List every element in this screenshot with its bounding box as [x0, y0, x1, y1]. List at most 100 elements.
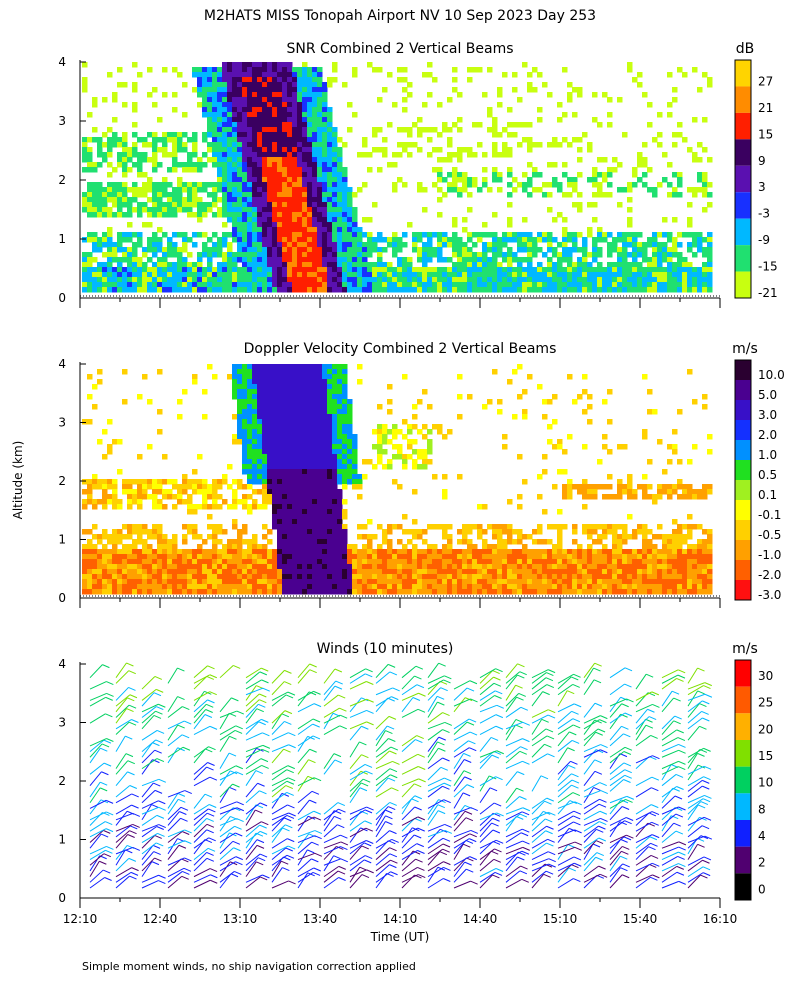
- heatmap-cell: [307, 87, 313, 93]
- heatmap-cell: [547, 287, 553, 293]
- heatmap-cell: [497, 589, 503, 595]
- heatmap-cell: [417, 232, 423, 238]
- heatmap-cell: [672, 272, 678, 278]
- heatmap-cell: [287, 554, 293, 560]
- heatmap-cell: [442, 559, 448, 565]
- heatmap-cell: [147, 549, 153, 555]
- heatmap-cell: [452, 549, 458, 555]
- heatmap-cell: [382, 147, 388, 153]
- heatmap-cell: [212, 574, 218, 580]
- heatmap-cell: [472, 589, 478, 595]
- heatmap-cell: [372, 579, 378, 585]
- heatmap-cell: [247, 102, 253, 108]
- heatmap-cell: [467, 574, 473, 580]
- heatmap-cell: [482, 559, 488, 565]
- heatmap-cell: [222, 574, 228, 580]
- heatmap-cell: [252, 227, 258, 233]
- heatmap-cell: [332, 514, 338, 520]
- heatmap-cell: [317, 187, 323, 193]
- heatmap-cell: [142, 137, 148, 143]
- heatmap-cell: [297, 514, 303, 520]
- heatmap-cell: [217, 122, 223, 128]
- heatmap-cell: [147, 207, 153, 213]
- heatmap-cell: [547, 207, 553, 213]
- heatmap-cell: [222, 157, 228, 163]
- heatmap-cell: [182, 534, 188, 540]
- heatmap-cell: [287, 132, 293, 138]
- heatmap-cell: [477, 122, 483, 128]
- heatmap-cell: [112, 584, 118, 590]
- heatmap-cell: [227, 257, 233, 263]
- heatmap-cell: [302, 272, 308, 278]
- heatmap-cell: [242, 232, 248, 238]
- heatmap-cell: [132, 247, 138, 253]
- heatmap-cell: [317, 474, 323, 480]
- heatmap-cell: [197, 544, 203, 550]
- heatmap-cell: [562, 162, 568, 168]
- heatmap-cell: [217, 112, 223, 118]
- heatmap-cell: [392, 569, 398, 575]
- heatmap-cell: [457, 574, 463, 580]
- heatmap-cell: [617, 252, 623, 258]
- colorbar-label: 27: [758, 74, 773, 88]
- heatmap-cell: [262, 132, 268, 138]
- heatmap-cell: [227, 177, 233, 183]
- heatmap-cell: [252, 262, 258, 268]
- heatmap-cell: [577, 192, 583, 198]
- heatmap-cell: [117, 162, 123, 168]
- heatmap-cell: [132, 499, 138, 505]
- heatmap-cell: [212, 252, 218, 258]
- heatmap-cell: [437, 589, 443, 595]
- heatmap-cell: [607, 232, 613, 238]
- heatmap-cell: [312, 267, 318, 273]
- heatmap-cell: [332, 579, 338, 585]
- heatmap-cell: [297, 152, 303, 158]
- heatmap-cell: [272, 132, 278, 138]
- heatmap-cell: [177, 192, 183, 198]
- heatmap-cell: [122, 267, 128, 273]
- heatmap-cell: [577, 257, 583, 263]
- heatmap-cell: [367, 237, 373, 243]
- heatmap-cell: [682, 282, 688, 288]
- heatmap-cell: [412, 569, 418, 575]
- heatmap-cell: [92, 257, 98, 263]
- heatmap-cell: [332, 172, 338, 178]
- heatmap-cell: [327, 394, 333, 400]
- heatmap-cell: [102, 157, 108, 163]
- heatmap-cell: [192, 132, 198, 138]
- heatmap-cell: [297, 559, 303, 565]
- heatmap-cell: [127, 504, 133, 510]
- heatmap-cell: [232, 232, 238, 238]
- heatmap-cell: [157, 197, 163, 203]
- heatmap-cell: [432, 569, 438, 575]
- heatmap-cell: [462, 172, 468, 178]
- heatmap-cell: [647, 237, 653, 243]
- heatmap-cell: [267, 469, 273, 475]
- heatmap-cell: [427, 232, 433, 238]
- heatmap-cell: [367, 589, 373, 595]
- heatmap-cell: [517, 242, 523, 248]
- heatmap-cell: [102, 262, 108, 268]
- heatmap-cell: [297, 167, 303, 173]
- heatmap-cell: [227, 484, 233, 490]
- heatmap-cell: [577, 282, 583, 288]
- heatmap-cell: [657, 267, 663, 273]
- heatmap-cell: [692, 152, 698, 158]
- heatmap-cell: [547, 162, 553, 168]
- heatmap-cell: [87, 267, 93, 273]
- heatmap-cell: [662, 287, 668, 293]
- heatmap-cell: [672, 87, 678, 93]
- heatmap-cell: [192, 232, 198, 238]
- heatmap-cell: [182, 579, 188, 585]
- heatmap-cell: [197, 554, 203, 560]
- heatmap-cell: [312, 429, 318, 435]
- heatmap-cell: [692, 277, 698, 283]
- heatmap-cell: [497, 569, 503, 575]
- heatmap-cell: [507, 287, 513, 293]
- heatmap-cell: [492, 574, 498, 580]
- heatmap-cell: [247, 459, 253, 465]
- heatmap-cell: [392, 232, 398, 238]
- heatmap-cell: [277, 282, 283, 288]
- heatmap-cell: [427, 247, 433, 253]
- heatmap-cell: [547, 282, 553, 288]
